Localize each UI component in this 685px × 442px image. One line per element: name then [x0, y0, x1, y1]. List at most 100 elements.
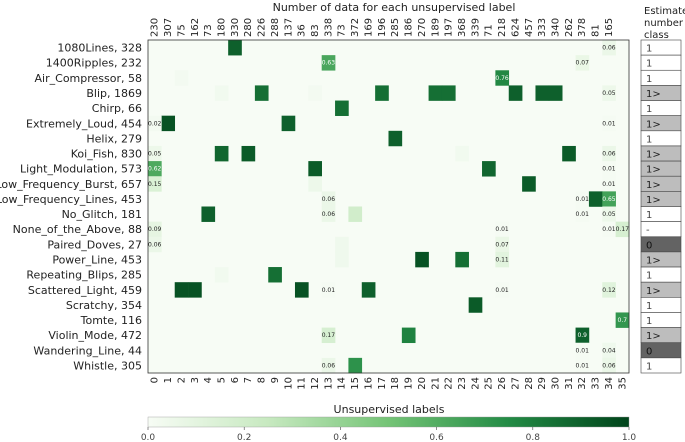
- x-tick-label: 21: [430, 377, 441, 390]
- heatmap-cell: [228, 40, 242, 56]
- top-count-label: 197: [444, 18, 455, 37]
- heatmap-cell: [575, 342, 590, 359]
- top-count-label: 230: [150, 18, 161, 37]
- class-label: 1>: [646, 195, 661, 206]
- row-label: Koi_Fish, 830: [71, 148, 142, 161]
- colorbar-tick-label: 0.2: [237, 433, 251, 442]
- class-label: 1: [646, 74, 652, 85]
- top-count-label: 73: [203, 24, 214, 37]
- class-label: 1>: [646, 180, 661, 191]
- colorbar-tick-label: 0.8: [526, 433, 541, 442]
- top-count-label: 137: [283, 18, 294, 37]
- cell-value-label: 0.01: [602, 181, 616, 188]
- top-count-label: 338: [323, 18, 334, 37]
- cell-value-label: 0.11: [495, 256, 509, 263]
- cell-value-label: 0.05: [148, 151, 162, 158]
- colorbar-ticks: 0.0 0.2 0.4 0.6 0.8 1.0: [141, 427, 637, 442]
- top-count-label: 378: [577, 18, 588, 37]
- row-label: Power_Line, 453: [52, 253, 142, 266]
- cell-value-label: 0.01: [576, 347, 590, 354]
- x-tick-label: 30: [551, 377, 562, 390]
- x-tick-label: 16: [363, 377, 374, 390]
- class-label: 1: [646, 210, 652, 221]
- heatmap-cell: [161, 115, 176, 132]
- heatmap-cell: [401, 327, 416, 344]
- heatmap-cell: [602, 282, 616, 298]
- cell-value-label: 0.01: [602, 226, 616, 233]
- heatmap-cell: [415, 251, 429, 268]
- class-label: 1>: [646, 89, 661, 100]
- heatmap-cell: [214, 85, 229, 101]
- colorbar-tick-label: 0.6: [429, 433, 444, 442]
- cell-value-label: 0.01: [576, 211, 590, 218]
- top-count-label: 330: [230, 18, 241, 37]
- colorbar-tick-label: 0.0: [141, 433, 156, 442]
- heatmap-cell: [148, 221, 162, 238]
- heatmap-cell: [575, 206, 590, 222]
- heatmap-cell: [308, 85, 322, 101]
- x-tick-label: 19: [404, 377, 415, 390]
- cell-value-label: 0.01: [576, 362, 590, 369]
- x-tick-label: 27: [510, 377, 521, 390]
- chart-title: Number of data for each unsupervised lab…: [273, 1, 516, 14]
- x-tick-label: 13: [323, 377, 334, 390]
- heatmap-cell: [148, 236, 162, 253]
- colorbar-tick-label: 1.0: [622, 433, 637, 442]
- x-tick-label: 8: [257, 377, 268, 383]
- x-tick-label: 6: [230, 377, 241, 383]
- cell-value-label: 0.09: [148, 226, 162, 233]
- x-tick-label: 12: [310, 377, 321, 390]
- heatmap-cell: [602, 40, 616, 56]
- x-tick-label: 1: [163, 377, 174, 383]
- right-header-line-1: Estimated: [644, 6, 685, 17]
- heatmap-cell: [214, 267, 229, 283]
- top-count-label: 218: [497, 18, 508, 37]
- heatmap-cell: [335, 251, 349, 268]
- class-label: 1: [646, 104, 652, 115]
- heatmap-cell: [348, 357, 363, 374]
- row-label: Repeating_Blips, 285: [26, 269, 142, 282]
- heatmap-cell: [495, 70, 510, 86]
- top-count-label: 339: [470, 18, 481, 37]
- cell-value-label: 0.05: [602, 90, 616, 97]
- row-label: Air_Compressor, 58: [35, 72, 142, 85]
- row-label: Helix, 279: [86, 132, 142, 145]
- cell-value-label: 0.01: [602, 166, 616, 173]
- cell-value-label: 0.01: [495, 287, 509, 294]
- top-count-label: 71: [484, 24, 495, 37]
- top-count-label: 624: [510, 18, 521, 37]
- x-tick-label: 7: [243, 377, 254, 383]
- colorbar: [147, 416, 630, 428]
- heatmap-cell: [214, 145, 229, 162]
- x-tick-label: 17: [377, 377, 388, 390]
- heatmap-cell: [602, 85, 616, 101]
- heatmap-cell: [602, 115, 616, 132]
- heatmap-cell: [575, 327, 590, 344]
- heatmap-cells: 0.06 0.63 0.07 0.76 0.05 0.02 0.01 0.05 0.06 0.62…: [148, 40, 630, 374]
- row-label: Tomte, 116: [80, 314, 142, 327]
- top-count-label: 372: [350, 18, 361, 37]
- cell-value-label: 0.01: [602, 120, 616, 127]
- x-tick-label: 22: [444, 377, 455, 390]
- cell-value-label: 0.06: [322, 211, 336, 218]
- x-tick-label: 28: [524, 377, 535, 390]
- cell-value-label: 0.01: [322, 287, 336, 294]
- heatmap-cell: [588, 191, 603, 207]
- heatmap-cell: [455, 251, 469, 268]
- class-label: 1>: [646, 331, 661, 342]
- cell-value-label: 0.05: [602, 211, 616, 218]
- row-label: Light_Modulation, 573: [20, 163, 142, 176]
- top-count-labels: 230 307 75 162 73 180 330 280 226 288 137 36 83 338 73…: [150, 18, 615, 37]
- right-header-line-2: number of: [644, 18, 685, 29]
- row-label: Violin_Mode, 472: [48, 329, 142, 342]
- row-label: Extremely_Loud, 454: [26, 117, 142, 130]
- heatmap-cell: [375, 85, 389, 101]
- cell-value-label: 0.04: [602, 347, 616, 354]
- heatmap-cell: [148, 176, 162, 192]
- cell-value-label: 0.06: [602, 151, 616, 158]
- heatmap-cell: [321, 206, 336, 222]
- heatmap-cell: [321, 55, 336, 71]
- top-count-label: 307: [163, 18, 174, 37]
- row-label: None_of_the_Above, 88: [13, 223, 142, 236]
- x-tick-label: 34: [604, 377, 615, 390]
